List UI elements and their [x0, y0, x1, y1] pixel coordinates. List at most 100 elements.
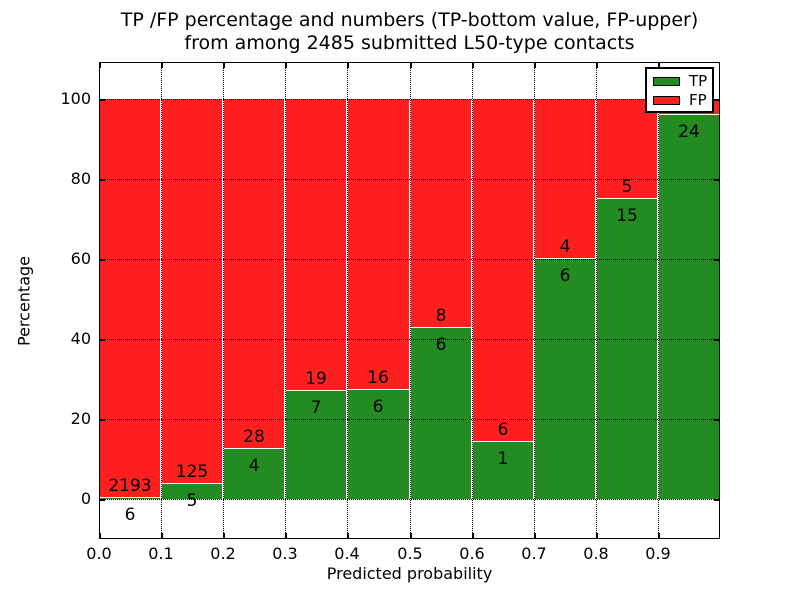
y-tick-mark — [714, 499, 720, 501]
y-tick-mark — [99, 259, 105, 261]
fp-bar-segment — [597, 99, 657, 199]
x-tick-label: 0.2 — [210, 544, 236, 563]
fp-count-label: 2193 — [108, 476, 152, 496]
fp-count-label: 28 — [243, 427, 265, 447]
x-tick-label: 0.3 — [272, 544, 298, 563]
fp-bar-segment — [348, 99, 409, 390]
x-tick-mark — [534, 533, 536, 539]
fp-count-label: 8 — [435, 306, 447, 326]
v-gridline — [472, 62, 473, 539]
h-gridline — [99, 339, 720, 340]
chart-title: TP /FP percentage and numbers (TP-bottom… — [99, 9, 720, 55]
tp-bar-segment — [224, 449, 284, 499]
legend-fp-label: FP — [689, 91, 707, 109]
x-tick-mark — [658, 62, 660, 68]
tp-bar-segment — [100, 498, 160, 499]
v-gridline — [285, 62, 286, 539]
v-gridline — [410, 62, 411, 539]
fp-count-label: 125 — [175, 462, 209, 482]
fp-count-label: 19 — [305, 369, 327, 389]
legend-tp-label: TP — [689, 72, 708, 90]
legend-fp-swatch-icon — [653, 96, 680, 105]
x-tick-mark — [596, 533, 598, 539]
x-tick-mark — [472, 62, 474, 68]
x-tick-label: 0.0 — [86, 544, 112, 563]
fp-count-label: 4 — [559, 237, 571, 257]
tp-bar-segment — [473, 442, 533, 499]
stacked-bar — [223, 99, 285, 499]
tp-bar-segment — [348, 390, 409, 499]
h-gridline — [99, 99, 720, 100]
stacked-bar — [99, 99, 161, 499]
v-gridline — [658, 62, 659, 539]
y-tick-label: 40 — [70, 329, 91, 348]
x-tick-label: 0.7 — [521, 544, 547, 563]
y-axis-title: Percentage — [14, 255, 34, 346]
y-tick-mark — [99, 499, 105, 501]
x-tick-mark — [223, 62, 225, 68]
h-gridline — [99, 419, 720, 420]
y-tick-label: 60 — [70, 249, 91, 268]
tp-count-label: 24 — [678, 122, 700, 142]
tp-count-label: 4 — [248, 456, 260, 476]
x-tick-mark — [99, 62, 101, 68]
stacked-bar — [472, 99, 534, 499]
x-tick-label: 0.5 — [397, 544, 423, 563]
y-tick-mark — [99, 339, 105, 341]
tp-count-label: 15 — [616, 206, 638, 226]
legend: TP FP — [645, 67, 714, 113]
x-tick-mark — [161, 533, 163, 539]
v-gridline — [534, 62, 535, 539]
y-tick-mark — [99, 419, 105, 421]
x-tick-mark — [285, 533, 287, 539]
fp-bar-segment — [286, 99, 346, 391]
x-axis-title: Predicted probability — [326, 564, 493, 583]
fp-count-label: 6 — [497, 420, 509, 440]
x-tick-mark — [410, 62, 412, 68]
fp-bar-segment — [411, 99, 471, 328]
y-tick-label: 80 — [70, 169, 91, 188]
legend-tp-swatch-icon — [653, 77, 680, 86]
chart-title-line1: TP /FP percentage and numbers (TP-bottom… — [120, 9, 699, 31]
tp-count-label: 6 — [372, 397, 384, 417]
v-gridline — [596, 62, 597, 539]
x-tick-mark — [347, 533, 349, 539]
tp-count-label: 6 — [559, 266, 571, 286]
x-tick-label: 0.4 — [334, 544, 360, 563]
y-tick-label: 100 — [60, 89, 91, 108]
x-tick-mark — [410, 533, 412, 539]
y-tick-mark — [714, 419, 720, 421]
tp-count-label: 6 — [435, 335, 447, 355]
h-gridline — [99, 179, 720, 180]
fp-bar-segment — [224, 99, 284, 449]
stacked-bar — [534, 99, 596, 499]
y-tick-label: 0 — [80, 489, 91, 508]
x-tick-mark — [99, 533, 101, 539]
tp-bar-segment — [535, 259, 595, 499]
stacked-bar — [596, 99, 658, 499]
legend-row-tp: TP — [653, 72, 712, 91]
y-tick-mark — [714, 179, 720, 181]
stacked-bar — [285, 99, 347, 499]
x-tick-mark — [596, 62, 598, 68]
y-tick-mark — [99, 179, 105, 181]
tp-count-label: 7 — [310, 398, 322, 418]
fp-bar-segment — [473, 99, 533, 442]
x-tick-mark — [347, 62, 349, 68]
fp-bar-segment — [162, 99, 222, 484]
x-tick-label: 0.1 — [148, 544, 174, 563]
chart-title-line2: from among 2485 submitted L50-type conta… — [184, 32, 635, 54]
fp-count-label: 5 — [621, 177, 633, 197]
tp-bar-segment — [286, 391, 346, 499]
v-gridline — [161, 62, 162, 539]
tp-bar-segment — [597, 199, 657, 499]
x-tick-label: 0.9 — [645, 544, 671, 563]
stacked-bar — [161, 99, 223, 499]
legend-row-fp: FP — [653, 91, 712, 110]
y-tick-mark — [714, 259, 720, 261]
tp-count-label: 5 — [186, 491, 198, 511]
tp-count-label: 6 — [124, 505, 136, 525]
stacked-bar — [658, 99, 720, 499]
x-tick-mark — [223, 533, 225, 539]
